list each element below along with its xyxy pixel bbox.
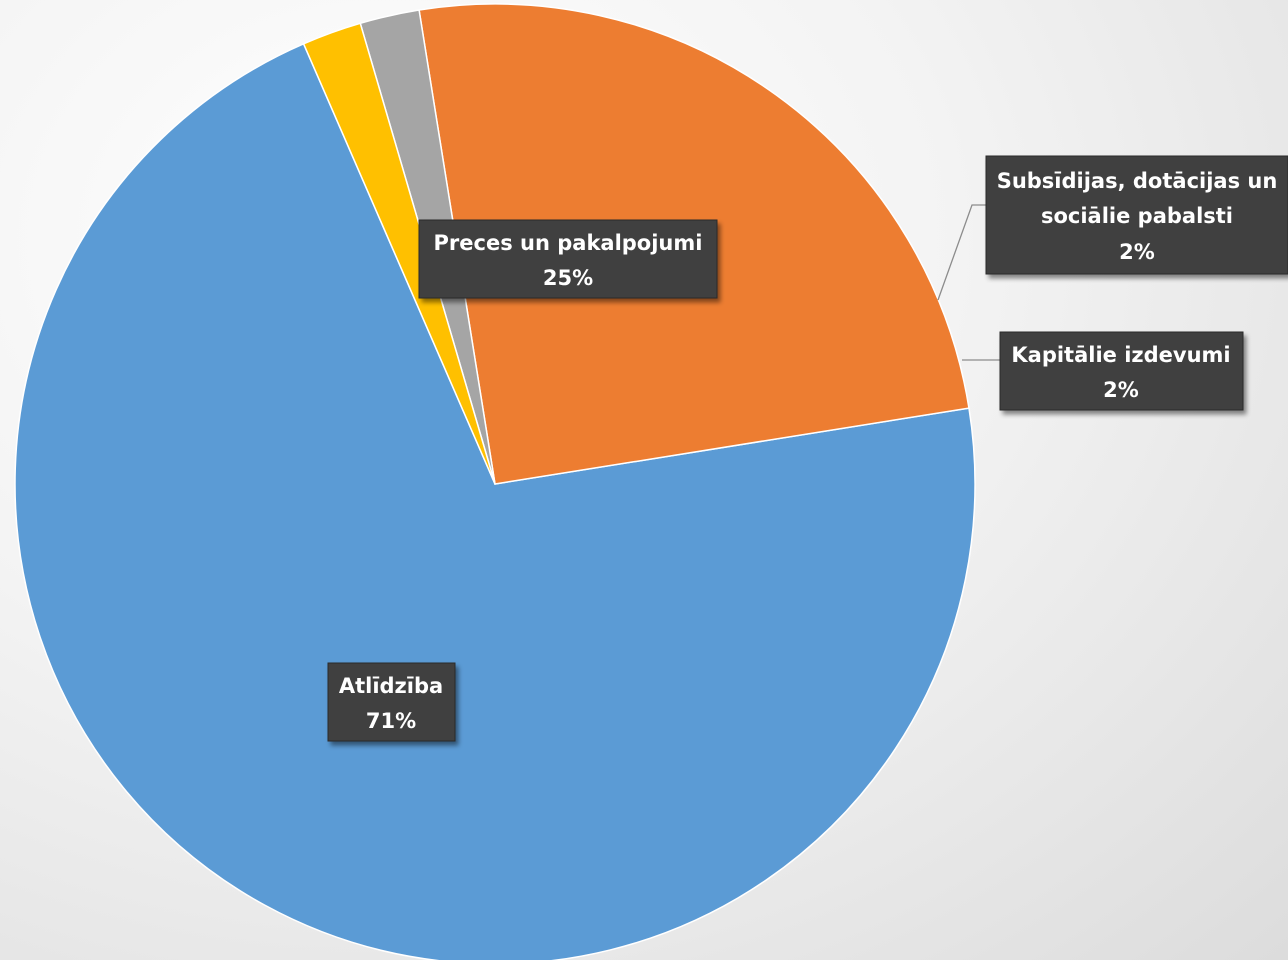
data-label-atlidziba-name: Atlīdzība	[339, 674, 443, 698]
data-label-subsidijas-value: 2%	[1119, 240, 1155, 264]
data-label-preces-value: 25%	[543, 266, 593, 290]
pie-slices	[14, 3, 976, 960]
data-label-subsidijas-name-1: Subsīdijas, dotācijas un	[997, 169, 1278, 193]
data-label-kapitalie	[999, 331, 1244, 411]
data-label-preces-name: Preces un pakalpojumi	[434, 231, 703, 255]
data-label-preces	[418, 219, 718, 299]
data-label-kapitalie-value: 2%	[1103, 378, 1139, 402]
slice-kapitalie	[302, 22, 496, 485]
data-label-atlidziba	[327, 662, 456, 742]
data-label-kapitalie-name: Kapitālie izdevumi	[1011, 343, 1230, 367]
data-label-atlidziba-value: 71%	[366, 709, 416, 733]
data-label-subsidijas-name-2: sociālie pabalsti	[1041, 204, 1233, 228]
data-label-subsidijas	[985, 155, 1288, 275]
slice-atlidziba	[14, 42, 976, 960]
leader-line-subsidijas	[937, 204, 986, 301]
